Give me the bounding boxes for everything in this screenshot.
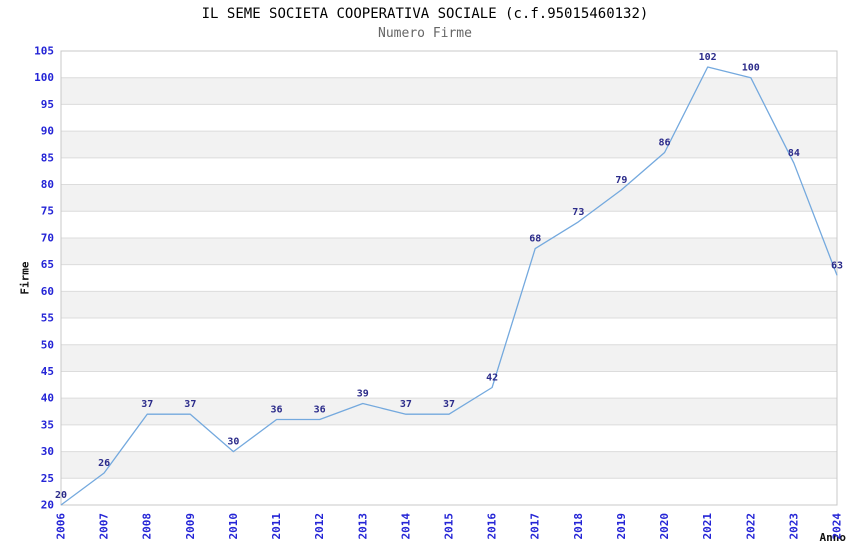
- y-tick-label: 75: [41, 205, 54, 218]
- data-label: 84: [788, 148, 800, 159]
- plot-band: [61, 398, 837, 425]
- data-label: 79: [615, 175, 627, 186]
- y-tick-label: 40: [41, 392, 54, 405]
- x-tick-label: 2019: [615, 513, 628, 540]
- x-tick-label: 2016: [486, 513, 499, 540]
- y-tick-label: 35: [41, 418, 54, 431]
- data-label: 30: [227, 437, 239, 448]
- data-label: 102: [699, 52, 717, 63]
- x-tick-label: 2018: [572, 513, 585, 540]
- data-label: 73: [572, 207, 584, 218]
- y-tick-label: 95: [41, 98, 54, 111]
- x-tick-label: 2014: [399, 513, 412, 540]
- data-label: 36: [271, 405, 283, 416]
- plot-band: [61, 184, 837, 212]
- data-label: 37: [141, 399, 153, 410]
- data-label: 100: [742, 63, 760, 74]
- plot-band: [61, 291, 837, 319]
- x-tick-label: 2007: [98, 513, 111, 540]
- data-label: 86: [659, 137, 671, 148]
- y-tick-label: 30: [41, 445, 54, 458]
- data-label: 26: [98, 458, 110, 469]
- y-tick-label: 65: [41, 258, 54, 271]
- x-tick-label: 2009: [184, 513, 197, 540]
- y-tick-label: 100: [34, 71, 54, 84]
- y-tick-label: 85: [41, 151, 54, 164]
- x-tick-label: 2006: [55, 513, 68, 540]
- x-tick-label: 2017: [529, 513, 542, 540]
- chart-subtitle: Numero Firme: [378, 26, 472, 41]
- data-label: 39: [357, 389, 369, 400]
- data-label: 37: [443, 399, 455, 410]
- plot-band: [61, 451, 837, 479]
- x-tick-label: 2008: [141, 513, 154, 540]
- data-label: 37: [184, 399, 196, 410]
- data-label: 20: [55, 490, 67, 501]
- x-tick-label: 2010: [227, 513, 240, 540]
- y-tick-label: 55: [41, 312, 54, 325]
- y-tick-label: 105: [34, 45, 54, 58]
- x-tick-label: 2023: [787, 513, 800, 540]
- x-tick-label: 2022: [744, 513, 757, 540]
- data-label: 37: [400, 399, 412, 410]
- x-tick-label: 2020: [658, 513, 671, 540]
- plot-band: [61, 77, 837, 105]
- x-tick-label: 2011: [270, 513, 283, 540]
- x-tick-label: 2012: [313, 513, 326, 540]
- data-label: 42: [486, 372, 498, 383]
- data-label: 63: [831, 260, 843, 271]
- x-tick-label: 2015: [443, 513, 456, 540]
- plot-band: [61, 344, 837, 372]
- x-axis-title: Anno: [819, 531, 847, 544]
- data-label: 36: [314, 405, 326, 416]
- y-tick-label: 20: [41, 499, 54, 512]
- plot-band: [61, 131, 837, 158]
- y-tick-label: 70: [41, 231, 54, 244]
- x-tick-label: 2021: [701, 513, 714, 540]
- chart-title: IL SEME SOCIETA COOPERATIVA SOCIALE (c.f…: [201, 6, 649, 22]
- y-tick-label: 50: [41, 338, 54, 351]
- y-tick-label: 60: [41, 285, 54, 298]
- y-tick-label: 80: [41, 178, 54, 191]
- data-label: 68: [529, 234, 541, 245]
- y-tick-label: 45: [41, 365, 54, 378]
- x-tick-label: 2013: [356, 513, 369, 540]
- data-line: [60, 66, 838, 506]
- y-tick-label: 90: [41, 125, 54, 138]
- plot-band: [61, 237, 837, 265]
- y-tick-label: 25: [41, 472, 54, 485]
- plot-border: [60, 50, 838, 506]
- x-tick-label: 2024: [831, 513, 844, 540]
